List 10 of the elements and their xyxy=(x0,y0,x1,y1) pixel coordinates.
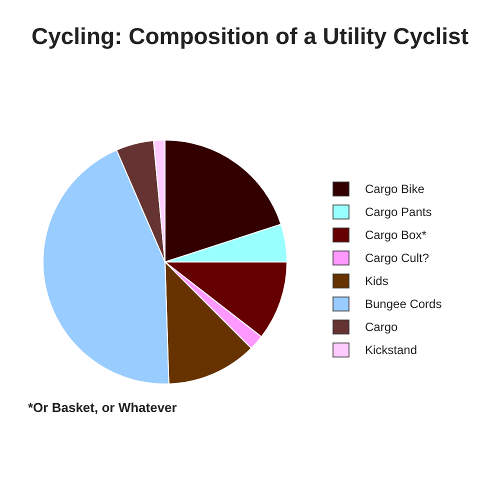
legend-label: Cargo Cult? xyxy=(365,251,430,265)
legend-label: Kids xyxy=(365,274,388,288)
legend-label: Bungee Cords xyxy=(365,297,442,311)
chart-title: Cycling: Composition of a Utility Cyclist xyxy=(31,23,469,49)
legend-label: Cargo Box* xyxy=(365,228,427,242)
legend-label: Cargo Bike xyxy=(365,182,425,196)
legend-label: Kickstand xyxy=(365,343,418,357)
legend-label: Cargo xyxy=(365,320,398,334)
text: *Or Basket, or Whatever xyxy=(28,400,177,415)
legend-label: Cargo Pants xyxy=(365,205,432,219)
